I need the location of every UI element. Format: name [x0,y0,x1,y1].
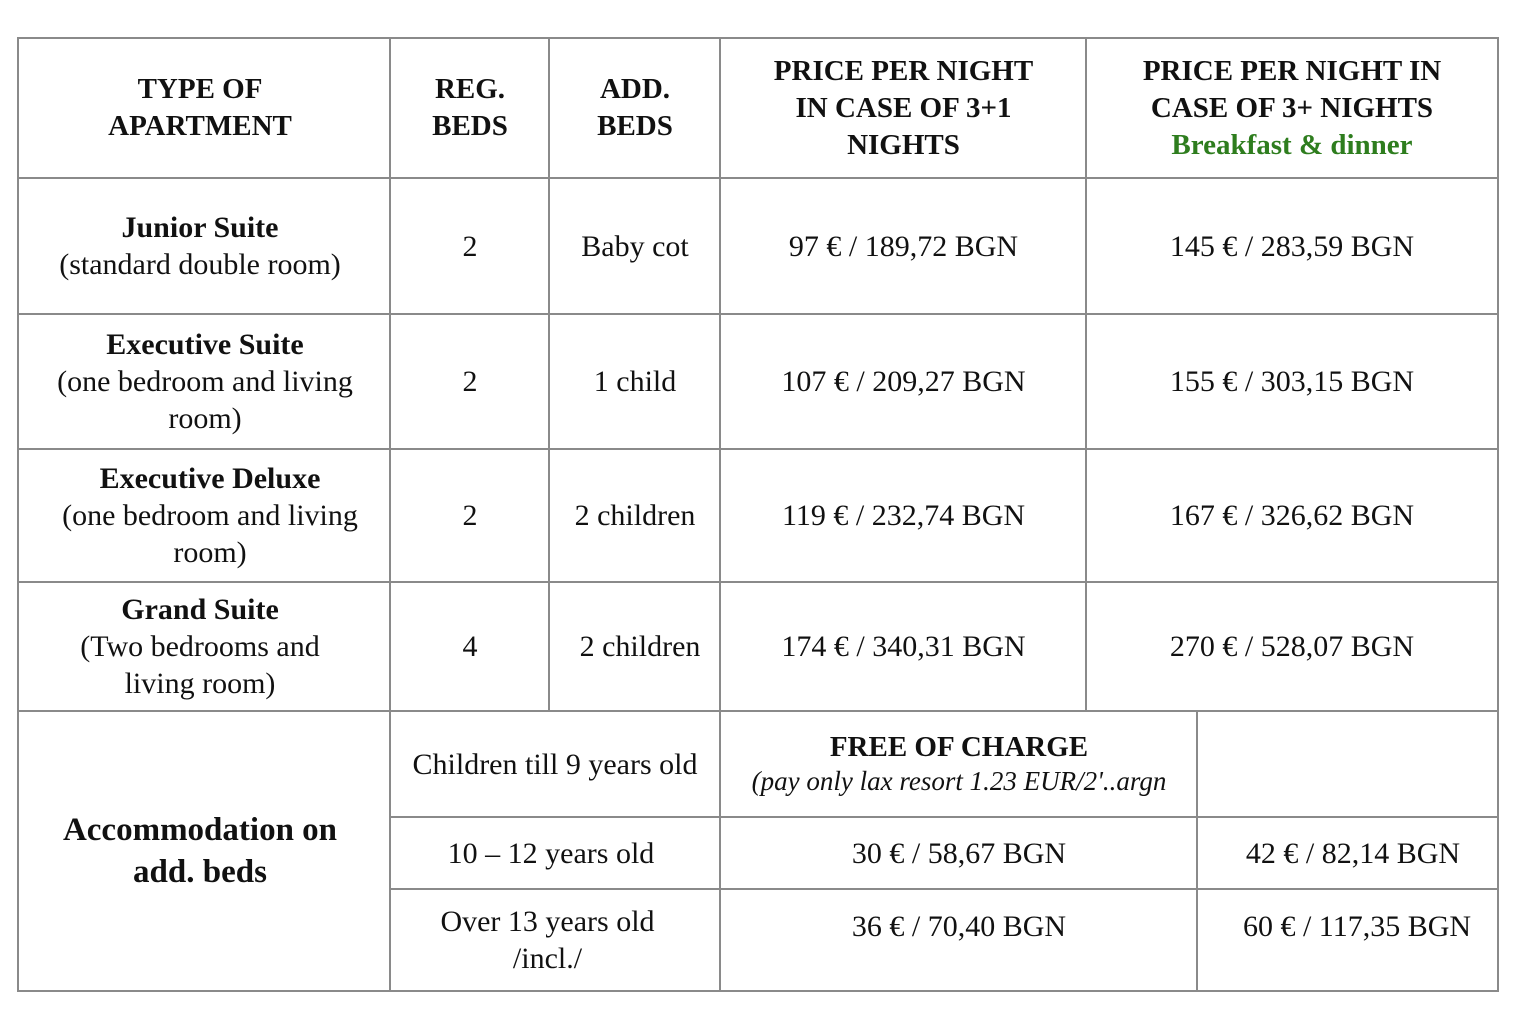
header-price-3-1: PRICE PER NIGHT IN CASE OF 3+1 NIGHTS [773,54,1034,161]
price-3-1: 107 € / 209,27 BGN [781,365,1026,398]
price-3plus-extra [1198,712,1497,816]
reg-beds: 4 [462,630,478,663]
add-beds: 1 child [593,365,677,398]
price-3-1: 119 € / 232,74 BGN [781,499,1026,532]
add-beds: Baby cot [581,229,689,263]
reg-beds: 2 [462,229,478,263]
extra-beds-title: Accommodation on add. beds [62,812,338,890]
header-add-beds: ADD. BEDS [597,73,673,142]
apartment-name: Executive Deluxe [99,462,321,495]
add-beds: 2 children [574,499,696,532]
price-3-1-extra: 36 € / 70,40 BGN [851,909,1067,943]
price-3plus-extra: 60 € / 117,35 BGN [1242,909,1472,943]
header-reg-beds: REG. BEDS [432,73,508,142]
apartment-cell: Executive Suite (one bedroom and living r… [50,315,360,448]
apartment-name: Junior Suite [121,211,279,244]
apartment-cell: Junior Suite (standard double room) [50,179,350,313]
header-price-3plus: PRICE PER NIGHT IN CASE OF 3+ NIGHTS Bre… [1087,39,1497,177]
price-3-1: 97 € / 189,72 BGN [788,229,1019,263]
reg-beds: 2 [462,499,478,532]
apartment-desc: (one bedroom and living room) [62,499,358,569]
apartment-desc: (Two bedrooms and living room) [80,630,320,700]
free-of-charge-label: FREE OF CHARGE [829,731,1089,763]
age-group: Children till 9 years old [412,747,698,781]
apartment-desc: (standard double room) [59,248,341,281]
price-3-1: 174 € / 340,31 BGN [781,630,1026,663]
apartment-name: Grand Suite [121,593,279,626]
tax-note: (pay only lax resort 1.23 EUR/2'..argn [751,766,1167,796]
free-of-charge-cell: FREE OF CHARGE (pay only lax resort 1.23… [721,712,1197,816]
add-beds: 2 children [579,630,701,663]
header-price-3plus-label: PRICE PER NIGHT IN CASE OF 3+ NIGHTS [1142,54,1442,124]
apartment-desc: (one bedroom and living room) [57,365,353,435]
age-group: 10 – 12 years old [447,836,655,870]
age-group: Over 13 years old /incl./ [440,905,655,975]
apartment-cell: Grand Suite (Two bedrooms and living room… [60,583,340,710]
apartment-name: Executive Suite [106,328,304,361]
price-3plus: 270 € / 528,07 BGN [1169,630,1415,663]
reg-beds: 2 [462,365,478,398]
price-3plus: 155 € / 303,15 BGN [1169,365,1415,398]
price-3-1-extra: 30 € / 58,67 BGN [851,836,1067,870]
price-3plus: 167 € / 326,62 BGN [1169,499,1415,532]
header-type: TYPE OF APARTMENT [108,73,292,142]
price-3plus: 145 € / 283,59 BGN [1169,229,1415,263]
header-price-3plus-note: Breakfast & dinner [1171,128,1413,161]
apartment-cell: Executive Deluxe (one bedroom and living … [55,450,365,581]
price-3plus-extra: 42 € / 82,14 BGN [1245,836,1461,870]
